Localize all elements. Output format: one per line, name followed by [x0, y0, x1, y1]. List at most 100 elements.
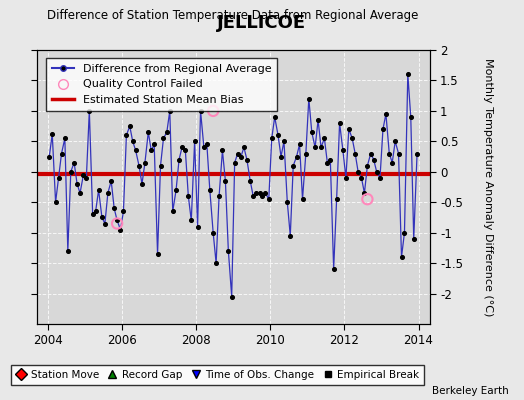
Point [51, 199, 60, 206]
Point [101, 220, 109, 227]
Point [116, 226, 125, 233]
Point [233, 150, 242, 157]
Point [107, 178, 115, 184]
Text: Berkeley Earth: Berkeley Earth [432, 386, 508, 396]
Point [277, 153, 285, 160]
Point [330, 266, 338, 272]
Point [379, 126, 387, 132]
Point [209, 108, 217, 114]
Point [391, 138, 399, 144]
Point [200, 144, 208, 151]
Point [289, 162, 298, 169]
Point [156, 162, 165, 169]
Point [82, 175, 91, 181]
Point [376, 175, 384, 181]
Point [314, 117, 322, 123]
Point [268, 135, 276, 142]
Point [227, 294, 236, 300]
Point [357, 175, 366, 181]
Point [113, 220, 122, 227]
Point [249, 193, 257, 199]
Point [144, 129, 152, 136]
Point [150, 141, 158, 148]
Text: JELLICOE: JELLICOE [217, 14, 307, 32]
Point [280, 138, 288, 144]
Point [243, 156, 251, 163]
Point [132, 147, 140, 154]
Point [265, 196, 273, 202]
Point [45, 153, 53, 160]
Point [67, 168, 75, 175]
Point [348, 135, 356, 142]
Point [360, 190, 368, 196]
Point [382, 111, 390, 117]
Point [261, 190, 270, 196]
Y-axis label: Monthly Temperature Anomaly Difference (°C): Monthly Temperature Anomaly Difference (… [483, 58, 493, 316]
Point [385, 150, 394, 157]
Point [308, 129, 316, 136]
Point [237, 153, 245, 160]
Point [169, 208, 177, 214]
Point [274, 132, 282, 138]
Point [94, 187, 103, 193]
Point [119, 208, 128, 214]
Point [63, 248, 72, 254]
Point [193, 223, 202, 230]
Point [113, 217, 122, 224]
Point [154, 251, 162, 257]
Point [240, 144, 248, 151]
Point [410, 236, 418, 242]
Point [172, 187, 180, 193]
Point [126, 123, 134, 129]
Point [138, 181, 146, 187]
Point [54, 175, 63, 181]
Point [363, 162, 372, 169]
Point [141, 160, 149, 166]
Point [215, 193, 223, 199]
Point [85, 108, 93, 114]
Point [397, 254, 406, 260]
Point [190, 138, 199, 144]
Point [57, 150, 66, 157]
Point [296, 141, 304, 148]
Point [159, 135, 168, 142]
Point [203, 141, 211, 148]
Point [388, 160, 397, 166]
Point [231, 160, 239, 166]
Point [166, 108, 174, 114]
Point [76, 190, 84, 196]
Point [326, 156, 334, 163]
Point [196, 108, 205, 114]
Point [175, 156, 183, 163]
Point [205, 187, 214, 193]
Point [122, 132, 130, 138]
Point [363, 196, 372, 202]
Point [302, 150, 310, 157]
Point [311, 144, 319, 151]
Point [373, 168, 381, 175]
Point [369, 156, 378, 163]
Point [128, 138, 137, 144]
Point [178, 144, 186, 151]
Point [351, 150, 359, 157]
Point [317, 144, 325, 151]
Point [320, 135, 329, 142]
Legend: Station Move, Record Gap, Time of Obs. Change, Empirical Break: Station Move, Record Gap, Time of Obs. C… [10, 365, 424, 385]
Point [212, 260, 220, 266]
Point [91, 208, 100, 214]
Point [61, 135, 69, 142]
Point [209, 230, 217, 236]
Title: Difference of Station Temperature Data from Regional Average: Difference of Station Temperature Data f… [48, 10, 419, 22]
Point [339, 147, 347, 154]
Point [104, 190, 112, 196]
Point [246, 178, 255, 184]
Point [332, 196, 341, 202]
Point [283, 199, 291, 206]
Point [187, 217, 195, 224]
Point [110, 205, 118, 212]
Point [162, 129, 171, 136]
Point [135, 162, 143, 169]
Point [366, 150, 375, 157]
Point [345, 126, 353, 132]
Point [147, 147, 156, 154]
